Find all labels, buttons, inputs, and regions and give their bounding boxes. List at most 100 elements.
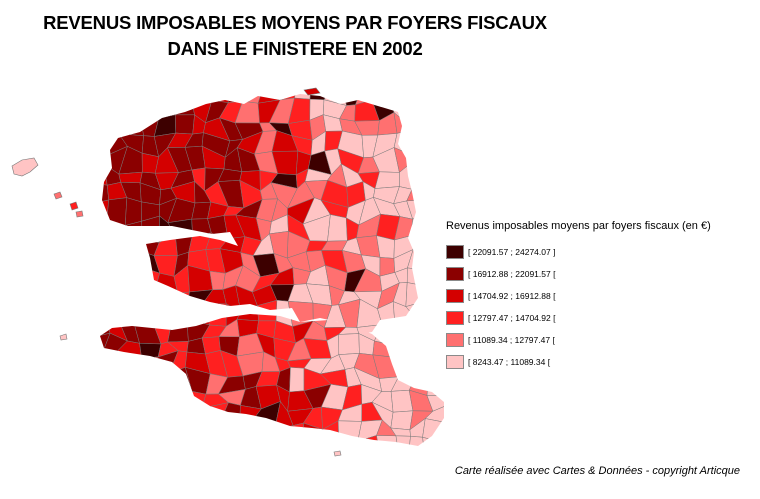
commune-cell: [171, 307, 188, 325]
commune-cell: [414, 477, 428, 497]
commune-cell: [133, 386, 154, 404]
commune-cell: [167, 389, 193, 412]
commune-cell: [388, 488, 416, 499]
island-small-1: [69, 201, 79, 211]
commune-cell: [126, 488, 143, 499]
commune-cell: [100, 403, 110, 428]
commune-cell: [224, 474, 247, 494]
commune-cell: [427, 180, 444, 201]
commune-cell: [337, 420, 362, 445]
commune-cell: [289, 367, 305, 393]
commune-cell: [274, 425, 295, 446]
commune-cell: [270, 94, 298, 101]
commune-cell: [178, 489, 194, 499]
island-sein: [59, 333, 68, 341]
commune-cell: [257, 458, 279, 474]
commune-cell: [474, 440, 496, 461]
commune-cell: [103, 383, 127, 409]
commune-cell: [405, 282, 435, 307]
commune-cell: [167, 318, 189, 343]
commune-cell: [150, 307, 175, 325]
commune-cell: [157, 454, 177, 480]
commune-cell: [277, 444, 298, 446]
commune-cell: [481, 117, 499, 138]
commune-cell: [118, 249, 143, 272]
commune-cell: [155, 434, 179, 446]
commune-cell: [441, 151, 444, 173]
map-credit: Carte réalisée avec Cartes & Données - c…: [454, 465, 740, 477]
commune-cell: [423, 146, 444, 174]
commune-cell: [474, 489, 498, 499]
commune-cell: [457, 168, 480, 187]
commune-cell: [139, 343, 162, 359]
commune-cell: [202, 470, 228, 495]
legend-swatch: [446, 289, 464, 303]
commune-cell: [410, 233, 430, 258]
island-glenan: [333, 450, 342, 457]
commune-cell: [139, 469, 160, 494]
commune-cell: [460, 132, 485, 152]
commune-cell: [327, 214, 348, 242]
commune-cell: [185, 302, 210, 326]
commune-cell: [149, 386, 179, 411]
commune-cell: [415, 317, 429, 341]
commune-cell: [192, 418, 210, 442]
commune-cell: [138, 371, 153, 387]
commune-cell: [189, 452, 207, 477]
commune-cell: [412, 356, 433, 377]
commune-cell: [484, 106, 501, 124]
commune-cell: [118, 266, 143, 290]
commune-cell: [269, 488, 297, 499]
legend-label: [ 14704.92 ; 16912.88 [: [468, 291, 556, 301]
commune-cell: [207, 426, 227, 446]
commune-cell: [422, 197, 444, 224]
commune-cell: [158, 489, 177, 499]
commune-cell: [460, 427, 480, 440]
commune-cell: [295, 471, 315, 493]
commune-cell: [427, 478, 447, 497]
commune-cell: [446, 423, 466, 443]
commune-cell: [100, 422, 119, 442]
island-molene: [53, 191, 63, 200]
commune-cell: [441, 112, 444, 139]
legend-swatch: [446, 245, 464, 259]
commune-cell: [474, 422, 498, 446]
commune-cell: [405, 96, 430, 124]
commune-cell: [105, 249, 124, 272]
commune-cell: [201, 402, 229, 428]
commune-cell: [153, 114, 177, 137]
commune-cell: [439, 371, 444, 396]
commune-cell: [339, 489, 358, 499]
commune-cell: [106, 225, 126, 242]
commune-cell: [236, 305, 259, 322]
commune-cell: [177, 418, 194, 446]
commune-cell: [448, 405, 464, 429]
legend-items: [ 22091.57 ; 24274.07 ] [ 16912.88 ; 2209…: [446, 241, 756, 373]
commune-cell: [172, 454, 195, 480]
commune-cell: [106, 488, 126, 499]
communes-layer: [100, 94, 501, 499]
commune-cell: [100, 98, 108, 116]
commune-cell: [100, 373, 110, 389]
commune-cell: [425, 459, 446, 481]
commune-cell: [116, 111, 144, 136]
commune-cell: [303, 441, 326, 446]
legend-title: Revenus imposables moyens par foyers fis…: [446, 220, 711, 232]
commune-cell: [439, 94, 444, 107]
legend-label: [ 11089.34 ; 12797.47 [: [468, 335, 555, 345]
commune-cell: [294, 441, 309, 446]
commune-cell: [118, 171, 143, 184]
commune-cell: [115, 351, 142, 374]
legend-label: [ 16912.88 ; 22091.57 [: [468, 269, 556, 279]
legend-label: [ 22091.57 ; 24274.07 ]: [468, 247, 556, 257]
commune-cell: [157, 469, 178, 494]
commune-cell: [174, 291, 190, 310]
commune-cell: [441, 131, 444, 155]
commune-cell: [100, 162, 108, 186]
commune-cell: [154, 289, 179, 312]
legend-swatch: [446, 333, 464, 347]
island-small-2: [75, 210, 84, 218]
commune-cell: [394, 472, 416, 492]
commune-cell: [121, 240, 144, 251]
